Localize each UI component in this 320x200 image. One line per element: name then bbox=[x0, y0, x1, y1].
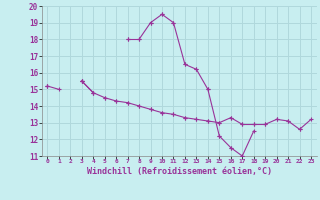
X-axis label: Windchill (Refroidissement éolien,°C): Windchill (Refroidissement éolien,°C) bbox=[87, 167, 272, 176]
